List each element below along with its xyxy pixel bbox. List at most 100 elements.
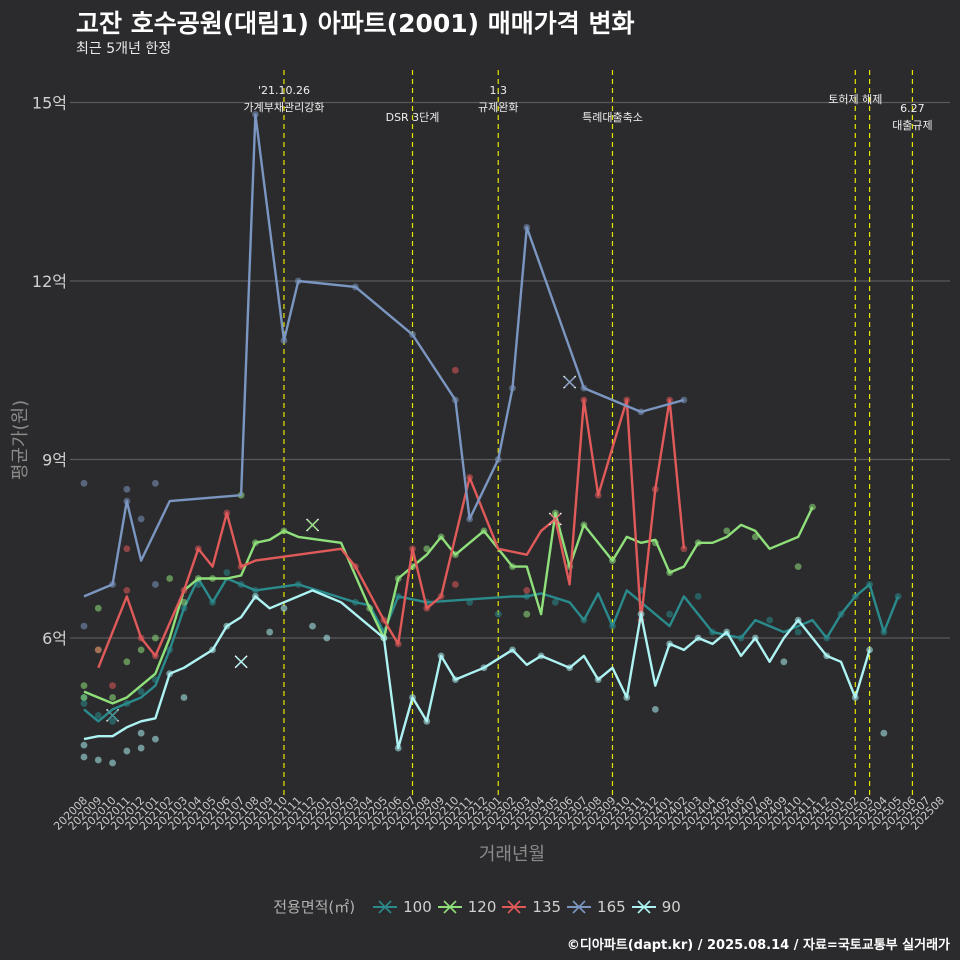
data-point: [551, 598, 559, 606]
y-tick-label: 9억: [42, 451, 67, 470]
data-point: [723, 527, 731, 535]
data-point: [152, 634, 159, 642]
data-point: [94, 711, 102, 719]
annotation-label: 1.3: [489, 84, 507, 97]
marker-stroke: [564, 376, 576, 388]
data-point: [166, 575, 174, 582]
series-line: [97, 398, 686, 669]
marker-stroke: [549, 513, 561, 525]
data-point: [523, 610, 531, 618]
legend-label: 165: [597, 897, 626, 916]
data-point: [180, 694, 188, 701]
data-point: [109, 682, 116, 689]
data-point: [123, 485, 131, 493]
y-tick-label: 12억: [32, 272, 67, 291]
data-point: [180, 598, 188, 606]
series-layer: [80, 111, 902, 767]
data-point: [152, 581, 159, 588]
source-caption: ©디아파트(dapt.kr) / 2025.08.14 / 자료=국토교통부 실…: [566, 938, 950, 953]
data-point: [494, 610, 502, 618]
data-point: [80, 753, 88, 761]
data-point: [666, 610, 674, 618]
data-point: [109, 759, 116, 767]
series-line: [83, 577, 900, 723]
legend-swatch-cross: [507, 899, 521, 914]
data-point: [152, 479, 159, 487]
data-point: [80, 741, 88, 749]
series-165: [80, 111, 688, 630]
data-point: [280, 604, 288, 612]
legend-label: 120: [467, 897, 497, 916]
chart-subtitle: 최근 5개년 한정: [76, 41, 172, 57]
latest-marker: [548, 512, 562, 526]
annotation-label: 대출규제: [892, 119, 932, 132]
data-point: [94, 756, 102, 764]
legend-item-100: 100: [373, 898, 432, 916]
marker-stroke: [235, 656, 247, 668]
legend-label: 100: [403, 897, 432, 916]
data-point: [309, 622, 316, 630]
annotation-label: 가계부채관리강화: [243, 101, 324, 114]
axis-labels: 6억9억12억15억202008202009202010202011202012…: [32, 94, 947, 833]
data-point: [694, 592, 702, 600]
data-point: [80, 622, 88, 630]
legend-items: 100 120 135 165 90: [373, 898, 687, 916]
y-tick-label: 6억: [42, 629, 67, 648]
legend-item-120: 120: [437, 897, 497, 916]
legend-label: 90: [661, 897, 681, 916]
latest-marker: [234, 655, 248, 669]
data-point: [423, 545, 431, 553]
data-point: [80, 694, 88, 701]
marker-stroke: [307, 519, 318, 531]
data-point: [94, 604, 102, 612]
data-point: [80, 479, 88, 487]
legend-item-90: 90: [631, 897, 681, 916]
annotation-label: 특례대출축소: [582, 111, 643, 124]
y-tick-label: 15억: [32, 94, 67, 113]
x-axis-label: 거래년월: [479, 844, 545, 865]
data-point: [152, 735, 159, 743]
data-point: [109, 717, 116, 725]
series-90: [80, 589, 888, 767]
data-point: [137, 515, 145, 523]
annotation-label: '21.10.26: [258, 84, 310, 97]
series-100: [80, 569, 902, 725]
data-point: [651, 706, 659, 713]
legend-swatch-icon: [567, 899, 592, 914]
legend-swatch-cross: [572, 899, 586, 914]
legend-swatch-icon: [631, 899, 656, 914]
y-axis-label: 평균가(원): [10, 400, 31, 480]
annotation-label: 6.27: [900, 102, 925, 115]
data-point: [323, 634, 331, 642]
legend-item-165: 165: [567, 898, 626, 916]
series-line: [83, 589, 871, 750]
series-135: [94, 366, 688, 689]
data-point: [137, 744, 145, 752]
legend-swatch-icon: [502, 899, 527, 914]
series-120: [80, 491, 816, 705]
data-point: [123, 587, 131, 594]
data-point: [80, 700, 88, 707]
data-point: [137, 646, 145, 654]
series-line: [83, 113, 685, 598]
latest-marker: [106, 708, 120, 722]
data-point: [123, 545, 131, 553]
legend-swatch-cross: [443, 899, 457, 914]
data-point: [266, 628, 274, 636]
data-point: [223, 569, 231, 576]
data-point: [451, 581, 459, 588]
data-point: [880, 729, 888, 737]
data-point: [794, 563, 802, 570]
legend-swatch-cross: [637, 899, 651, 914]
data-point: [94, 646, 102, 654]
series-line: [83, 506, 814, 705]
annotation-label: 토허제 해제: [828, 92, 882, 106]
legend: 전용면적(㎡) 100 120 135 165 90: [0, 896, 960, 917]
data-point: [123, 747, 131, 755]
data-point: [123, 658, 131, 666]
legend-swatch-icon: [437, 899, 462, 914]
gridlines: [70, 101, 950, 639]
legend-title: 전용면적(㎡): [273, 898, 356, 916]
legend-swatch-icon: [373, 899, 398, 914]
